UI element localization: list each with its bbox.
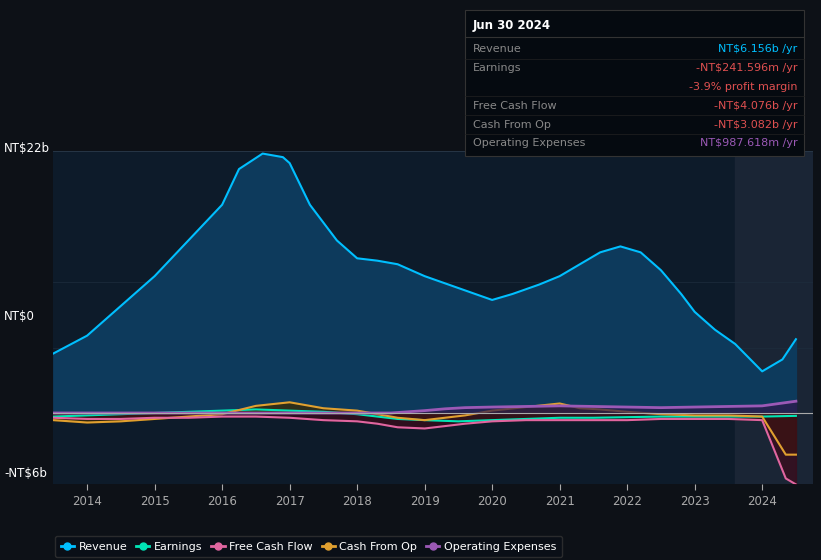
Text: -NT$4.076b /yr: -NT$4.076b /yr [713,101,797,111]
Text: -NT$241.596m /yr: -NT$241.596m /yr [695,63,797,73]
Text: Operating Expenses: Operating Expenses [473,138,585,148]
Legend: Revenue, Earnings, Free Cash Flow, Cash From Op, Operating Expenses: Revenue, Earnings, Free Cash Flow, Cash … [55,536,562,557]
Text: Jun 30 2024: Jun 30 2024 [473,19,551,32]
Text: NT$6.156b /yr: NT$6.156b /yr [718,44,797,54]
Text: Free Cash Flow: Free Cash Flow [473,101,557,111]
Text: NT$0: NT$0 [4,310,35,323]
Text: -NT$3.082b /yr: -NT$3.082b /yr [713,120,797,129]
Bar [735,151,813,484]
Text: Cash From Op: Cash From Op [473,120,551,129]
Text: Revenue: Revenue [473,44,521,54]
Text: NT$987.618m /yr: NT$987.618m /yr [699,138,797,148]
Text: Earnings: Earnings [473,63,521,73]
Text: -3.9% profit margin: -3.9% profit margin [689,82,797,92]
Text: NT$22b: NT$22b [4,142,50,155]
Text: -NT$6b: -NT$6b [4,466,47,480]
